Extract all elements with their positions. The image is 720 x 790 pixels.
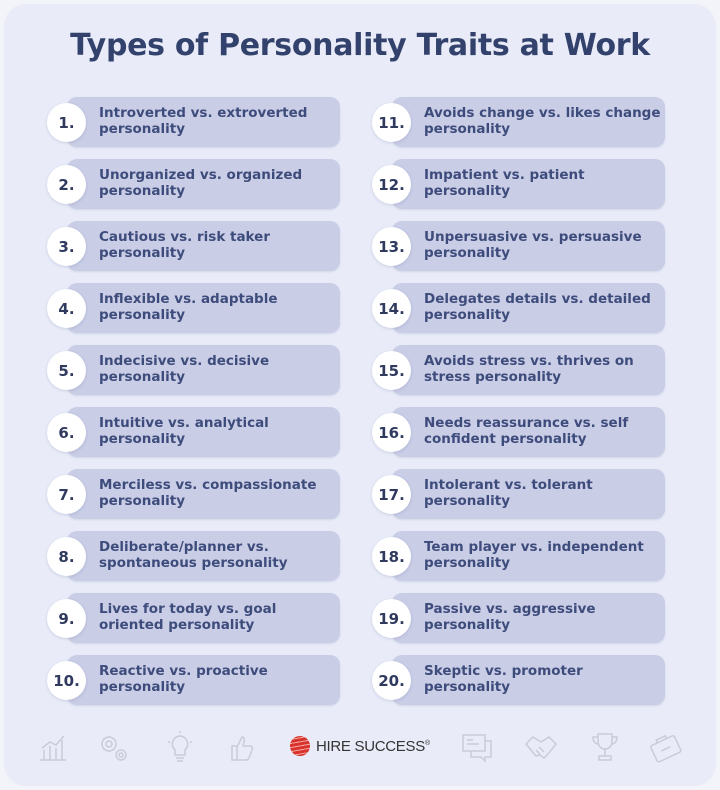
registered-mark: ® [424,739,430,747]
trait-pill [392,283,665,333]
trait-number: 18. [372,537,411,576]
trait-text: Impatient vs. patient personality [424,167,585,199]
trait-text: Skeptic vs. promoter personality [424,663,583,695]
chat-icon [462,734,492,763]
trait-pill [67,531,340,581]
trait-text: Intolerant vs. tolerant personality [424,477,593,509]
trait-number: 11. [372,103,411,142]
trait-text: Merciless vs. compassionate personality [99,477,317,509]
trophy-icon [592,733,618,761]
trait-pill [392,593,665,643]
trait-pill [67,407,340,457]
trait-pill [67,159,340,209]
lightbulb-icon [168,731,192,762]
trait-pill [392,655,665,705]
trait-number: 13. [372,227,411,266]
footer: HIRE SUCCESS® [0,730,720,770]
trait-number: 6. [47,413,86,452]
trait-number: 15. [372,351,411,390]
trait-pill [67,283,340,333]
trait-pill [392,159,665,209]
trait-number: 19. [372,599,411,638]
trait-number: 12. [372,165,411,204]
trait-text: Intuitive vs. analytical personality [99,415,269,447]
trait-text: Reactive vs. proactive personality [99,663,268,695]
trait-text: Delegates details vs. detailed personali… [424,291,651,323]
trait-pill [392,345,665,395]
trait-number: 17. [372,475,411,514]
trait-pill [67,345,340,395]
trait-text: Passive vs. aggressive personality [424,601,596,633]
trait-number: 16. [372,413,411,452]
trait-text: Avoids change vs. likes change personali… [424,105,661,137]
logo-globe-icon [290,736,310,756]
trait-number: 3. [47,227,86,266]
trait-text: Team player vs. independent personality [424,539,644,571]
logo-name: HIRE SUCCESS [316,737,425,755]
trait-number: 8. [47,537,86,576]
trait-number: 14. [372,289,411,328]
logo-text: HIRE SUCCESS® [316,738,430,755]
trait-pill [392,407,665,457]
briefcase-icon [650,734,682,763]
handshake-icon [524,736,558,759]
trait-text: Deliberate/planner vs. spontaneous perso… [99,539,288,571]
trait-number: 9. [47,599,86,638]
trait-pill [392,531,665,581]
trait-pill [392,469,665,519]
trait-number: 4. [47,289,86,328]
hire-success-logo: HIRE SUCCESS® [290,736,430,756]
trait-pill [67,221,340,271]
trait-pill [67,469,340,519]
trait-pill [67,593,340,643]
trait-number: 1. [47,103,86,142]
trait-text: Unorganized vs. organized personality [99,167,303,199]
trait-number: 2. [47,165,86,204]
trait-pill [392,97,665,147]
trait-text: Cautious vs. risk taker personality [99,229,270,261]
trait-number: 5. [47,351,86,390]
trait-text: Indecisive vs. decisive personality [99,353,270,385]
trait-text: Avoids stress vs. thrives on stress pers… [424,353,634,385]
bar-chart-icon [40,735,66,761]
thumbs-up-icon [231,736,254,761]
trait-number: 20. [372,661,411,700]
trait-pill [392,221,665,271]
trait-pill [67,655,340,705]
trait-number: 10. [47,661,86,700]
trait-text: Inflexible vs. adaptable personality [99,291,278,323]
trait-text: Lives for today vs. goal oriented person… [99,601,277,633]
trait-number: 7. [47,475,86,514]
trait-pill [67,97,340,147]
trait-text: Introverted vs. extroverted personality [99,105,308,137]
trait-text: Needs reassurance vs. self confident per… [424,415,629,447]
trait-text: Unpersuasive vs. persuasive personality [424,229,642,261]
page-title: Types of Personality Traits at Work [70,28,650,63]
gears-icon [101,736,127,761]
